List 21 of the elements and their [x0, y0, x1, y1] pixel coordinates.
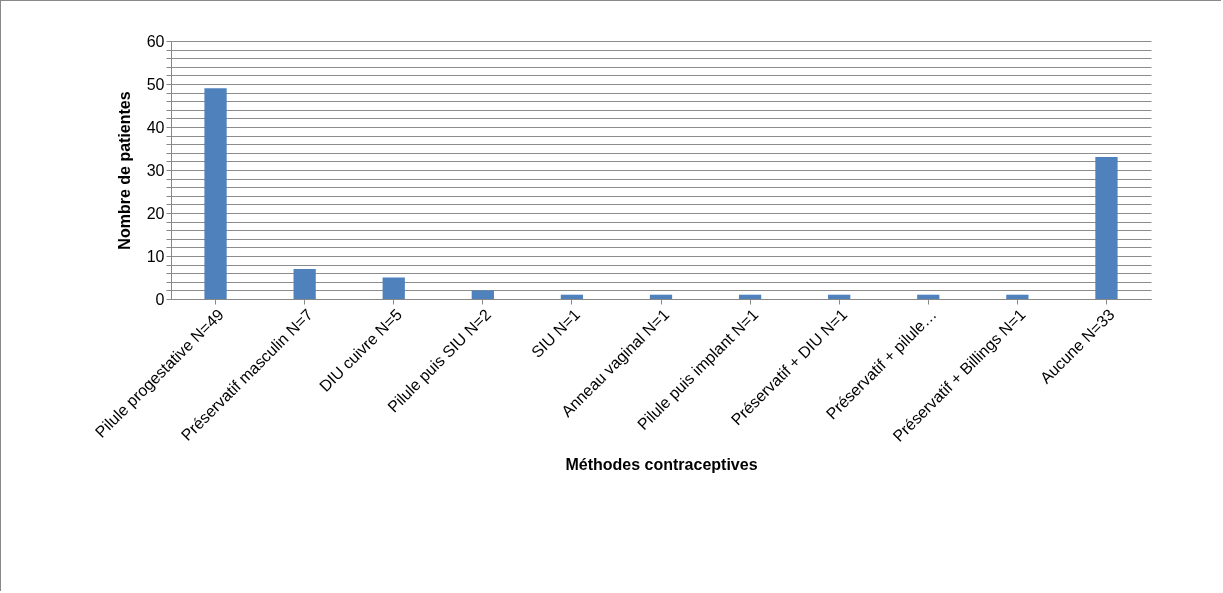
y-axis-title: Nombre de patientes — [115, 91, 133, 250]
bar — [828, 294, 851, 299]
y-tick-label: 20 — [146, 204, 165, 222]
bar — [471, 290, 494, 299]
y-tick-label: 50 — [146, 75, 165, 93]
x-axis-title: Méthodes contraceptives — [565, 455, 758, 473]
bar — [738, 294, 762, 299]
x-tick-label: SIU N=1 — [528, 305, 584, 361]
y-tick-label: 30 — [146, 161, 165, 179]
y-tick-label: 10 — [146, 247, 165, 265]
bar — [917, 294, 940, 299]
y-tick-label: 0 — [155, 290, 165, 308]
bar — [1095, 157, 1118, 299]
y-tick-label: 60 — [146, 32, 165, 50]
bar — [382, 277, 405, 299]
bar — [204, 88, 227, 299]
bar — [649, 294, 673, 299]
y-tick-label: 40 — [146, 118, 165, 136]
bar — [560, 294, 584, 299]
bar — [1006, 294, 1029, 299]
bar — [293, 268, 316, 299]
